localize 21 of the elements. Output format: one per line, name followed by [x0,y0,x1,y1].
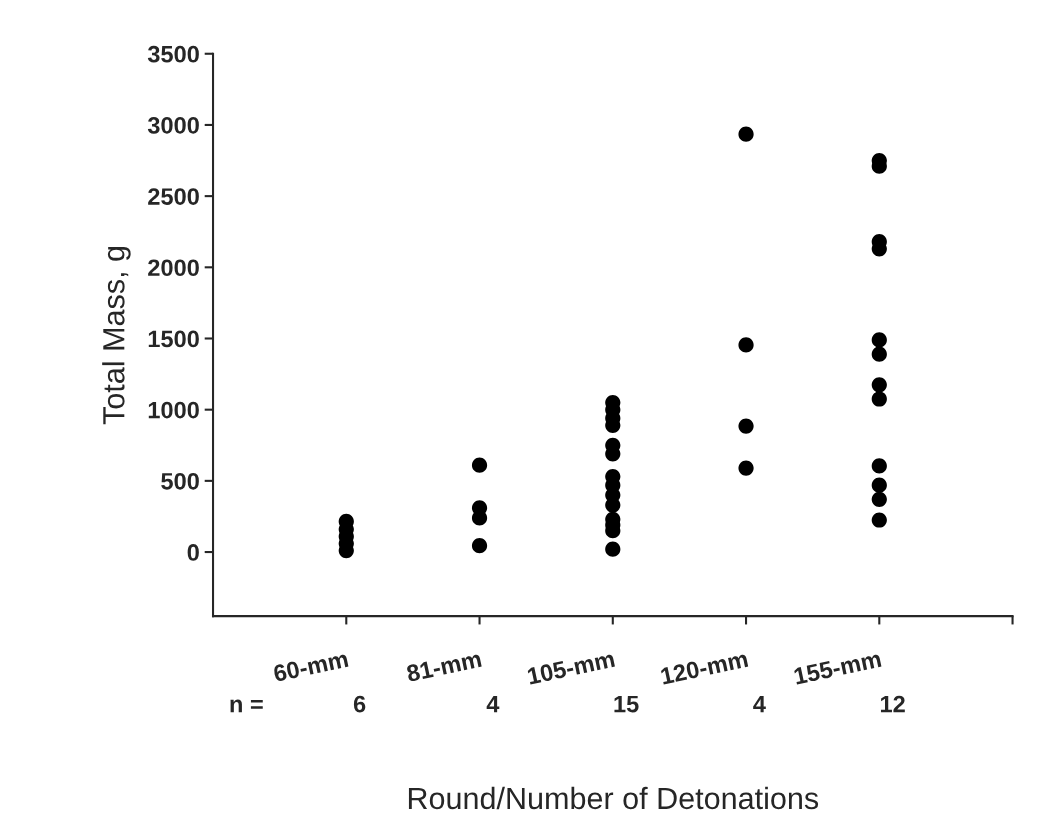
y-axis-title: Total Mass, g [102,246,131,425]
x-tick-label: 155-mm [793,650,882,685]
y-tick-label: 3500 [147,45,199,63]
y-tick-label: 3000 [147,117,199,134]
x-tick-label: 120-mm [660,650,749,685]
text: 4 [486,695,500,713]
text: n = [230,699,263,713]
x-axis-title: Round/Number of Detonations [408,786,819,810]
text: 6 [353,695,366,713]
y-tick-label: 1000 [148,401,199,419]
text: 4 [753,695,766,713]
x-tick-label: 105-mm [527,650,615,685]
x-tick-label: 60-mm [272,650,349,683]
text: 15 [614,695,639,713]
y-tick-label: 500 [161,472,199,490]
y-tick-label: 1500 [148,330,199,348]
x-tick-label: 81-mm [405,650,482,683]
y-tick-label: 0 [187,544,199,561]
text: 12 [880,695,905,713]
y-tick-label: 2000 [148,259,199,277]
y-tick-label: 2500 [148,188,199,205]
